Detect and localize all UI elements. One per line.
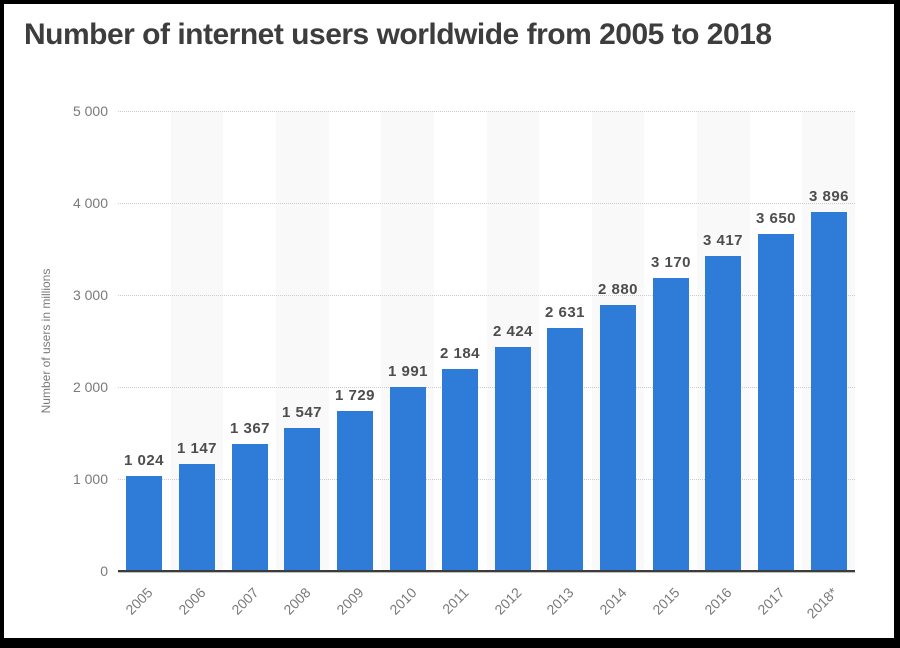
y-tick-label-5000: 5 000 — [72, 103, 108, 119]
bar-value-label-2015: 3 170 — [650, 254, 692, 271]
gridline-2000 — [118, 387, 855, 388]
gridline-4000 — [118, 203, 855, 204]
bar-value-label-2010: 1 991 — [387, 363, 429, 380]
x-tick-label-2007: 2007 — [228, 584, 262, 618]
x-tick-label-2006: 2006 — [175, 584, 209, 618]
bar-value-label-2016: 3 417 — [702, 232, 744, 249]
gridline-1000 — [118, 479, 855, 480]
bar-2009 — [337, 411, 373, 570]
x-axis-line — [118, 570, 855, 572]
x-tick-label-2013: 2013 — [543, 584, 577, 618]
bar-2007 — [232, 444, 268, 570]
bar-value-label-2013: 2 631 — [544, 304, 586, 321]
bar-2014 — [600, 305, 636, 570]
x-tick-label-2008: 2008 — [280, 584, 314, 618]
gridline-5000 — [118, 111, 855, 112]
bar-2011 — [442, 369, 478, 570]
bar-2005 — [126, 476, 162, 570]
x-tick-label-2012: 2012 — [491, 584, 525, 618]
bar-value-label-2005: 1 024 — [123, 452, 165, 469]
bar-2015 — [653, 278, 689, 570]
gridline-3000 — [118, 295, 855, 296]
x-tick-label-2005: 2005 — [122, 584, 156, 618]
x-tick-label-2015: 2015 — [649, 584, 683, 618]
x-tick-label-2010: 2010 — [386, 584, 420, 618]
bar-2010 — [390, 387, 426, 570]
y-tick-label-0: 0 — [100, 563, 108, 579]
x-tick-label-2011: 2011 — [439, 584, 472, 617]
bar-value-label-2006: 1 147 — [176, 440, 218, 457]
bar-value-label-2017: 3 650 — [755, 210, 797, 227]
bar-2008 — [284, 428, 320, 570]
bar-2013 — [547, 328, 583, 570]
bar-value-label-2018*: 3 896 — [808, 188, 850, 205]
plot-area: 0 1 000 2 000 3 000 4 000 5 000 1 024 2005 1 147… — [4, 4, 894, 638]
x-tick-label-2009: 2009 — [333, 584, 367, 618]
bar-2016 — [705, 256, 741, 570]
y-tick-label-2000: 2 000 — [72, 379, 108, 395]
x-tick-label-2014: 2014 — [596, 584, 630, 618]
bar-value-label-2009: 1 729 — [334, 387, 376, 404]
y-tick-label-1000: 1 000 — [72, 471, 108, 487]
bar-value-label-2007: 1 367 — [229, 420, 271, 437]
chart-title: Number of internet users worldwide from … — [24, 18, 772, 51]
y-tick-label-3000: 3 000 — [72, 287, 108, 303]
x-tick-label-2018*: 2018* — [803, 584, 841, 622]
bar-value-label-2008: 1 547 — [281, 404, 323, 421]
bar-value-label-2014: 2 880 — [597, 281, 639, 298]
bar-2018* — [811, 212, 847, 570]
bar-2017 — [758, 234, 794, 570]
bar-value-label-2011: 2 184 — [439, 345, 481, 362]
bar-2006 — [179, 464, 215, 570]
x-tick-label-2016: 2016 — [701, 584, 735, 618]
y-tick-label-4000: 4 000 — [72, 195, 108, 211]
x-tick-label-2017: 2017 — [754, 584, 788, 618]
bar-value-label-2012: 2 424 — [492, 323, 534, 340]
bar-2012 — [495, 347, 531, 570]
